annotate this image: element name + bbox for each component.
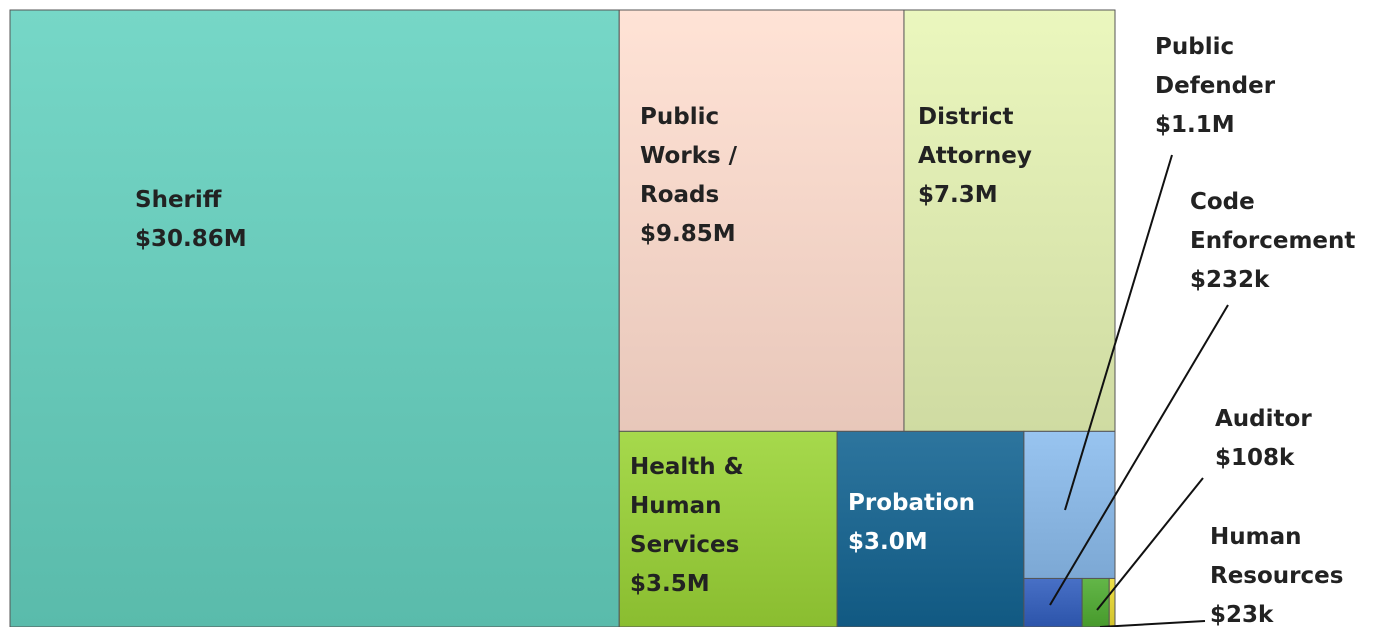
tile-label: Health & Human Services $3.5M: [630, 448, 810, 604]
tile-label: Sheriff $30.86M: [135, 181, 335, 259]
tile-name: District Attorney: [918, 104, 1032, 169]
tile: [1108, 577, 1116, 627]
tile-name: Auditor: [1215, 406, 1312, 432]
tile-name: Probation: [848, 490, 976, 516]
tile-label: Probation $3.0M: [848, 484, 1018, 562]
tile-name: Code Enforcement: [1190, 189, 1356, 254]
tile-label: District Attorney $7.3M: [918, 98, 1068, 215]
tile-value: $7.3M: [918, 182, 998, 208]
tile: [1023, 577, 1083, 627]
tile-value: $23k: [1210, 602, 1274, 627]
tile: [1023, 430, 1116, 579]
leader-line: [1099, 620, 1206, 627]
tile-label: Human Resources $23k: [1210, 518, 1390, 627]
tile-name: Human Resources: [1210, 524, 1344, 589]
tile-name: Public Defender: [1155, 34, 1276, 99]
tile-name: Public Works / Roads: [640, 104, 738, 208]
tile-value: $30.86M: [135, 226, 247, 252]
tile: [618, 430, 838, 627]
tile: [1081, 577, 1110, 627]
tile-name: Sheriff: [135, 187, 222, 213]
tile-value: $9.85M: [640, 221, 736, 247]
tile: [836, 430, 1025, 627]
tile-value: $3.0M: [848, 529, 928, 555]
tile-label: Code Enforcement $232k: [1190, 183, 1380, 300]
tile-value: $108k: [1215, 445, 1295, 471]
tile-value: $232k: [1190, 267, 1270, 293]
tile-label: Public Works / Roads $9.85M: [640, 98, 760, 254]
tile-label: Auditor $108k: [1215, 400, 1365, 478]
leader-line: [1096, 477, 1204, 611]
tile: [9, 9, 620, 627]
tile-value: $3.5M: [630, 571, 710, 597]
leader-line: [1049, 304, 1229, 606]
tile-name: Health & Human Services: [630, 454, 744, 558]
leader-line: [1064, 154, 1173, 511]
tile: [618, 9, 905, 432]
tile: [903, 9, 1116, 432]
tile-value: $1.1M: [1155, 112, 1235, 138]
tile-label: Public Defender $1.1M: [1155, 28, 1305, 145]
